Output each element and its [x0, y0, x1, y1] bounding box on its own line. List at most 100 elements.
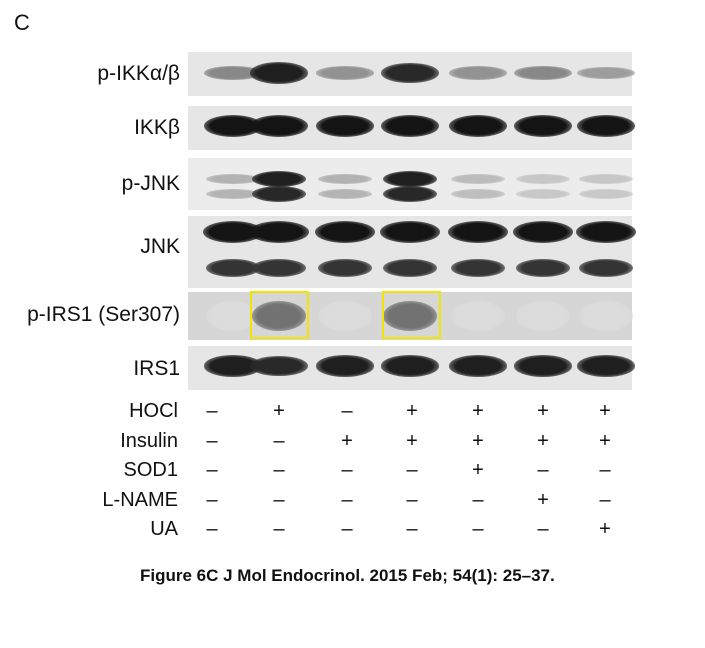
- band: [315, 221, 375, 243]
- condition-value: –: [472, 518, 484, 540]
- condition-value: –: [206, 459, 218, 481]
- band: [206, 174, 260, 184]
- band: [381, 355, 439, 377]
- blot-label-jnk: JNK: [140, 235, 180, 258]
- condition-value: –: [341, 400, 353, 422]
- band: [514, 355, 572, 377]
- condition-value: +: [472, 400, 484, 422]
- condition-value: +: [537, 400, 549, 422]
- blot-label-ikkb: IKKβ: [134, 116, 180, 139]
- condition-value: –: [406, 489, 418, 511]
- band: [206, 189, 260, 199]
- band: [252, 301, 306, 331]
- band: [318, 174, 372, 184]
- band: [252, 259, 306, 277]
- condition-label: HOCl: [129, 400, 178, 422]
- condition-value: +: [341, 430, 353, 452]
- blot-strip-p-ikk: [188, 52, 635, 96]
- band: [203, 221, 263, 243]
- band: [579, 174, 633, 184]
- band: [451, 189, 505, 199]
- band: [516, 259, 570, 277]
- band: [577, 355, 635, 377]
- band: [383, 301, 437, 331]
- highlight-box-lane4: [382, 291, 441, 339]
- blot-label-p-jnk: p-JNK: [121, 172, 180, 195]
- figure-caption: Figure 6C J Mol Endocrinol. 2015 Feb; 54…: [140, 566, 555, 585]
- band: [516, 189, 570, 199]
- blot-label-p-ikk: p-IKKα/β: [97, 62, 180, 85]
- condition-value: –: [341, 459, 353, 481]
- condition-value: –: [472, 489, 484, 511]
- band: [252, 171, 306, 187]
- band: [204, 355, 262, 377]
- band: [383, 171, 437, 187]
- condition-label: SOD1: [123, 459, 178, 481]
- band: [318, 259, 372, 277]
- condition-value: –: [537, 518, 549, 540]
- condition-value: +: [537, 430, 549, 452]
- condition-value: +: [599, 518, 611, 540]
- condition-value: +: [406, 430, 418, 452]
- band: [204, 115, 262, 137]
- band: [316, 115, 374, 137]
- condition-value: –: [599, 489, 611, 511]
- band: [449, 115, 507, 137]
- band: [576, 221, 636, 243]
- band: [383, 259, 437, 277]
- band: [514, 65, 572, 81]
- band: [579, 301, 633, 331]
- band: [514, 115, 572, 137]
- blot-label-irs1: IRS1: [133, 357, 180, 380]
- band: [252, 186, 306, 202]
- band: [516, 174, 570, 184]
- band: [250, 355, 308, 377]
- condition-value: +: [472, 459, 484, 481]
- band: [383, 186, 437, 202]
- highlight-box-lane2: [250, 291, 309, 339]
- condition-label: UA: [150, 518, 178, 540]
- condition-label: Insulin: [120, 430, 178, 452]
- condition-value: –: [273, 459, 285, 481]
- condition-value: –: [273, 430, 285, 452]
- band: [449, 355, 507, 377]
- band: [577, 115, 635, 137]
- condition-value: –: [341, 518, 353, 540]
- band: [451, 301, 505, 331]
- band: [516, 301, 570, 331]
- band: [451, 174, 505, 184]
- condition-value: –: [599, 459, 611, 481]
- condition-value: +: [406, 400, 418, 422]
- band: [448, 221, 508, 243]
- condition-value: –: [206, 489, 218, 511]
- band: [316, 66, 374, 80]
- band: [206, 259, 260, 277]
- band: [513, 221, 573, 243]
- blot-label-p-irs1: p-IRS1 (Ser307): [27, 303, 180, 326]
- condition-value: –: [537, 459, 549, 481]
- condition-value: +: [273, 400, 285, 422]
- band: [381, 62, 439, 84]
- condition-value: –: [206, 430, 218, 452]
- condition-value: –: [273, 518, 285, 540]
- band: [380, 221, 440, 243]
- band: [579, 189, 633, 199]
- condition-value: –: [273, 489, 285, 511]
- condition-value: –: [341, 489, 353, 511]
- condition-value: –: [206, 400, 218, 422]
- blot-strip-p-jnk: [188, 158, 633, 210]
- band: [579, 259, 633, 277]
- band: [204, 65, 262, 81]
- band: [318, 189, 372, 199]
- condition-value: –: [206, 518, 218, 540]
- band: [318, 301, 372, 331]
- condition-value: +: [599, 430, 611, 452]
- condition-label: L-NAME: [102, 489, 178, 511]
- condition-value: +: [472, 430, 484, 452]
- condition-value: –: [406, 518, 418, 540]
- band: [451, 259, 505, 277]
- band: [316, 355, 374, 377]
- blot-strip-ikkb: [188, 106, 635, 150]
- band: [381, 115, 439, 137]
- blot-strip-irs1: [188, 346, 635, 390]
